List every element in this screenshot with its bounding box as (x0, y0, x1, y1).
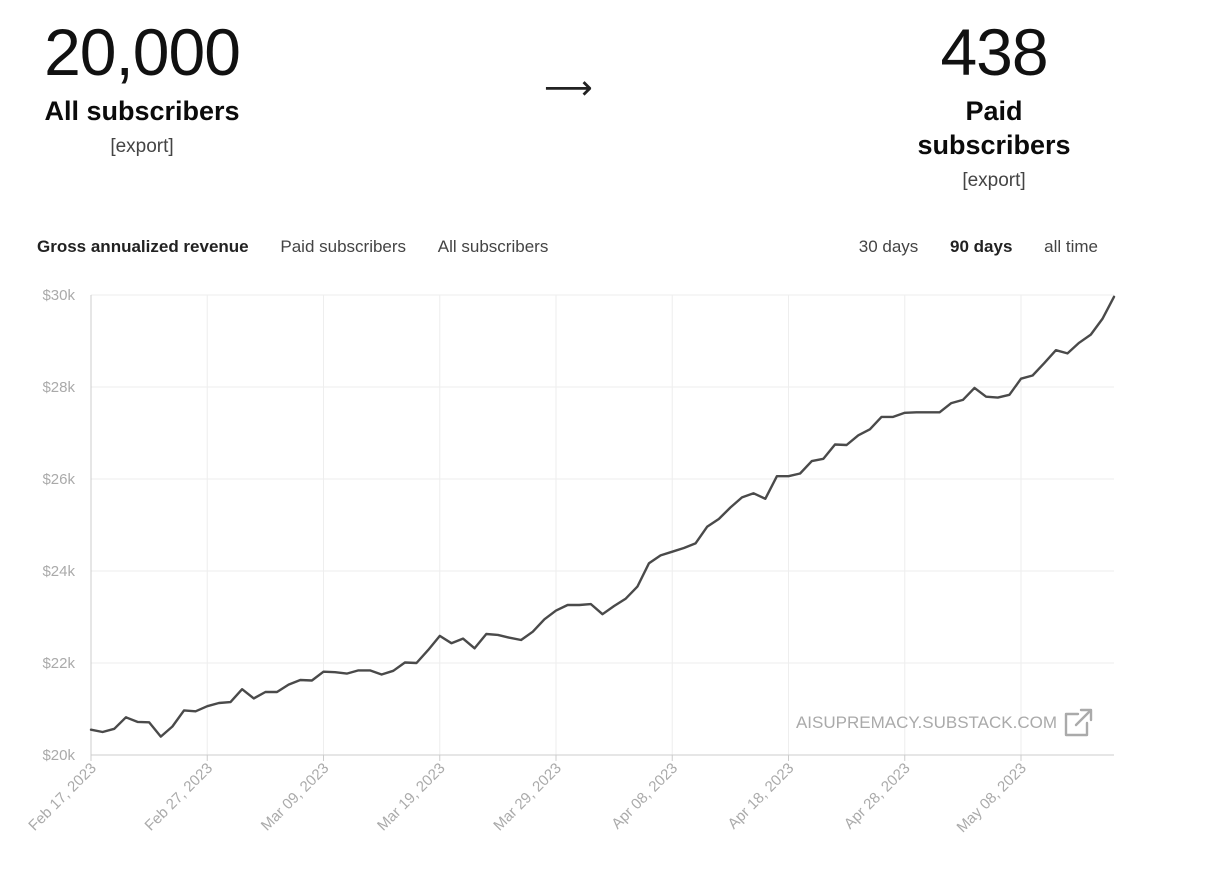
paid-subscribers-export-link[interactable]: [export] (962, 170, 1026, 191)
chart-series (89, 295, 1116, 738)
y-tick-label: $24k (42, 563, 75, 580)
range-90-days[interactable]: 90 days (950, 237, 1013, 256)
paid-subscribers-stat: 438 Paid subscribers [export] (886, 12, 1102, 192)
y-tick-label: $28k (42, 379, 75, 396)
x-tick-label: Apr 18, 2023 (725, 760, 798, 833)
x-tick-label: Feb 17, 2023 (25, 760, 100, 835)
x-tick-label: Mar 29, 2023 (490, 760, 565, 835)
y-tick-label: $26k (42, 471, 75, 488)
all-subscribers-export-link[interactable]: [export] (110, 136, 174, 157)
arrow-icon: ⟶ (544, 69, 593, 107)
x-tick-label: Apr 28, 2023 (841, 760, 914, 833)
revenue-line-chart: $20k $22k $24k $26k $28k $30k Feb 17, 2023 Feb … (25, 287, 1116, 836)
x-tick-label: Mar 19, 2023 (374, 760, 449, 835)
x-tick-label: Apr 08, 2023 (608, 760, 681, 833)
all-subscribers-label: All subscribers (44, 96, 240, 126)
all-subscribers-count: 20,000 (44, 15, 241, 89)
metric-tabs: Gross annualized revenue Paid subscriber… (37, 237, 575, 257)
x-tick-label: Feb 27, 2023 (142, 760, 217, 835)
paid-subscribers-label: Paid subscribers (917, 96, 1071, 160)
watermark-text[interactable]: AISUPREMACY.SUBSTACK.COM (796, 713, 1057, 732)
x-tick-label: Mar 09, 2023 (258, 760, 333, 835)
tab-paid-subscribers[interactable]: Paid subscribers (280, 237, 407, 256)
range-30-days[interactable]: 30 days (858, 237, 919, 256)
x-tick-label: May 08, 2023 (954, 760, 1030, 836)
chart-grid (91, 294, 1114, 755)
range-all-time[interactable]: all time (1044, 237, 1098, 256)
substack-watermark[interactable]: AISUPREMACY.SUBSTACK.COM (796, 708, 1093, 737)
tab-gross-annualized-revenue[interactable]: Gross annualized revenue (37, 237, 249, 256)
revenue-series-line (89, 295, 1116, 738)
time-range-selector: 30 days 90 days all time (832, 237, 1098, 257)
paid-subscribers-count: 438 (940, 15, 1048, 89)
all-subscribers-stat: 20,000 All subscribers [export] (42, 12, 242, 158)
external-link-icon[interactable] (1064, 708, 1093, 737)
chart-axes: $20k $22k $24k $26k $28k $30k Feb 17, 2023 Feb … (25, 287, 1114, 836)
y-tick-label: $22k (42, 655, 75, 672)
tab-all-subscribers[interactable]: All subscribers (437, 237, 549, 256)
y-tick-label: $20k (42, 747, 75, 764)
y-tick-label: $30k (42, 287, 75, 304)
